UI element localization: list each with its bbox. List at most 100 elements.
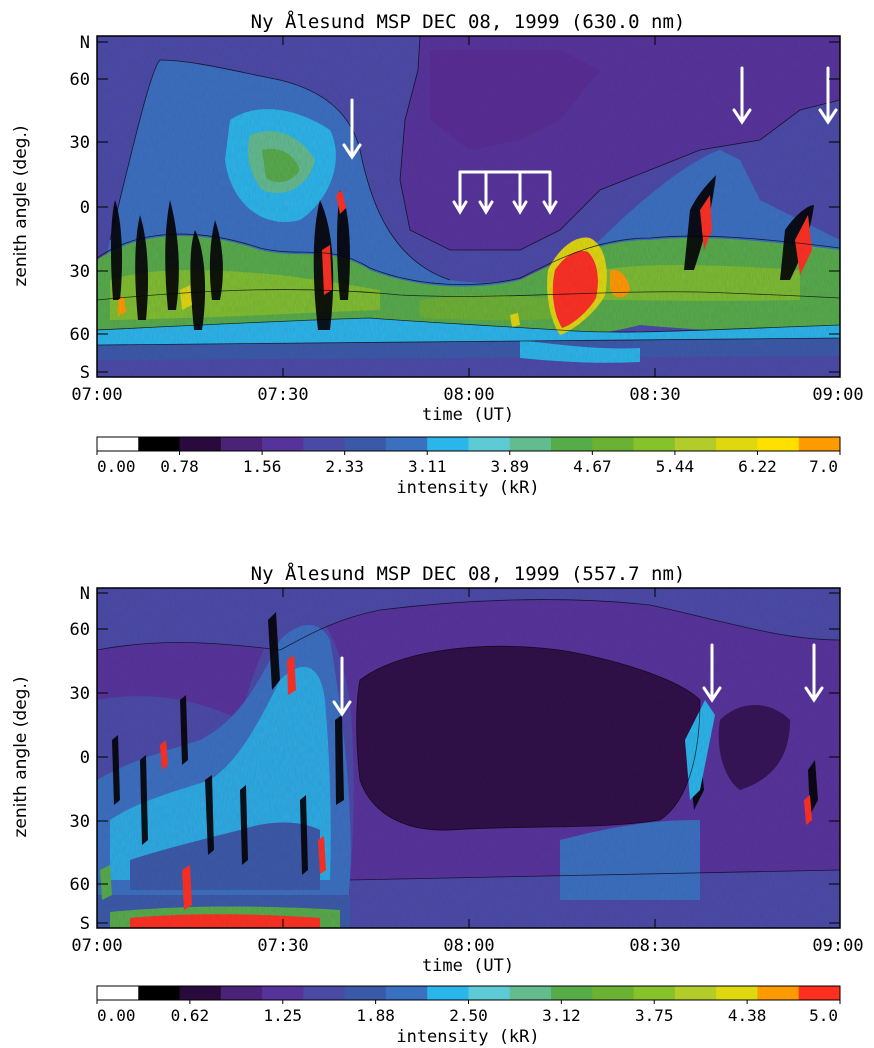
x-axis: 07:00 07:30 08:00 08:30 09:00 time (UT) [71,36,864,425]
colorbar-swatch [468,986,511,1000]
arrows-630 [342,66,838,215]
colorbar-630: 0.00 0.78 1.56 2.33 3.11 3.89 4.67 5.44 6.22 7.0 … [96,436,841,498]
colorbar-swatch [262,437,304,451]
colorbar-tick-label: 0.00 [97,457,136,476]
colorbar-swatch [592,986,635,1000]
colorbar-tick-label: 6.22 [738,457,777,476]
x-tick-label: 07:30 [257,936,308,956]
colorbar-swatch [716,986,758,1000]
colorbar-swatch [97,986,139,1000]
colorbar-swatch [303,437,346,451]
colorbar-tick-label: 2.50 [449,1006,488,1025]
colorbar-tick-label: 1.25 [263,1006,302,1025]
colorbar-swatch [757,986,800,1000]
colorbar-swatch [798,437,841,451]
x-tick-label: 08:00 [443,936,494,956]
colorbar-swatch [262,986,304,1000]
colorbar-swatch [551,437,593,451]
colorbar-swatch [427,986,469,1000]
colorbar-swatch [179,437,222,451]
y-axis-label: zenith angle (deg.) [11,676,31,837]
colorbar-swatches [97,986,841,1000]
y-tick-label: 30 [70,262,90,282]
y-tick-label: S [80,363,90,383]
colorbar-tick-label: 0.78 [160,457,199,476]
colorbar-swatches [97,437,841,451]
colorbar-swatch [220,437,263,451]
colorbar-swatch [509,437,552,451]
colorbar-swatch [633,986,676,1000]
colorbar-swatch [716,437,758,451]
x-tick-label: 07:00 [71,385,122,405]
colorbar-tick-label: 1.88 [356,1006,395,1025]
colorbar-swatch [138,986,181,1000]
y-tick-label: N [80,584,90,604]
colorbar-tick-label: 4.38 [728,1006,767,1025]
x-axis: 07:00 07:30 08:00 08:30 09:00 time (UT) [71,588,864,976]
chart-title: Ny Ålesund MSP DEC 08, 1999 (630.0 nm) [251,10,686,33]
x-axis-label: time (UT) [422,956,514,976]
colorbar-swatch [303,986,346,1000]
colorbar-swatch [509,986,552,1000]
x-tick-label: 08:30 [629,385,680,405]
arrows-557 [332,643,824,717]
heatmap-plot-area [97,36,840,377]
colorbar-swatch [385,986,428,1000]
y-tick-label: 30 [70,684,90,704]
x-tick-label: 09:00 [812,385,863,405]
colorbar-tick-label: 2.33 [325,457,364,476]
x-tick-label: 07:30 [257,385,308,405]
y-tick-label: 60 [70,325,90,345]
x-tick-label: 08:00 [443,385,494,405]
y-tick-label: 60 [70,70,90,90]
panel-557nm: Ny Ålesund MSP DEC 08, 1999 (557.7 nm) [11,562,864,1047]
colorbar-swatch [344,986,387,1000]
colorbar-tick-label: 0.62 [171,1006,210,1025]
colorbar-tick-label: 5.44 [656,457,695,476]
colorbar-tick-label: 4.67 [573,457,612,476]
colorbar-swatch [179,986,222,1000]
y-tick-label: S [80,914,90,934]
colorbar-swatch [633,437,676,451]
colorbar-swatch [674,437,717,451]
colorbar-swatch [385,437,428,451]
y-tick-label: N [80,33,90,53]
colorbar-tick-label: 5.0 [809,1006,838,1025]
y-tick-label: 30 [70,812,90,832]
colorbar-tick-label: 1.56 [243,457,282,476]
colorbar-swatch [592,437,635,451]
colorbar-swatch [220,986,263,1000]
colorbar-tick-label: 0.00 [97,1006,136,1025]
y-tick-label: 30 [70,133,90,153]
panel-630nm: Ny Ålesund MSP DEC 08, 1999 (630.0 nm) [11,10,864,498]
colorbar-557: 0.00 0.62 1.25 1.88 2.50 3.12 3.75 4.38 5.0 inte… [96,985,841,1047]
y-tick-label: 60 [70,620,90,640]
colorbar-tick-label: 3.75 [635,1006,674,1025]
colorbar-tick-label: 3.11 [408,457,447,476]
x-tick-label: 08:30 [629,936,680,956]
y-tick-label: 60 [70,875,90,895]
colorbar-swatch [344,437,387,451]
colorbar-swatch [798,986,841,1000]
heatmap-plot-area [97,588,840,928]
colorbar-swatch [97,437,139,451]
x-tick-label: 07:00 [71,936,122,956]
colorbar-swatch [138,437,181,451]
colorbar-swatch [427,437,469,451]
x-axis-label: time (UT) [422,405,514,425]
colorbar-swatch [551,986,593,1000]
colorbar-label: intensity (kR) [396,1027,539,1047]
colorbar-swatch [674,986,717,1000]
colorbar-tick-label: 3.12 [542,1006,581,1025]
chart-title: Ny Ålesund MSP DEC 08, 1999 (557.7 nm) [251,562,686,585]
colorbar-swatch [757,437,800,451]
colorbar-tick-label: 7.0 [809,457,838,476]
colorbar-label: intensity (kR) [396,478,539,498]
colorbar-swatch [468,437,511,451]
y-axis: N 60 30 0 30 60 S zenith angle (deg.) [11,584,840,934]
colorbar-tick-label: 3.89 [491,457,530,476]
x-tick-label: 09:00 [812,936,863,956]
y-tick-label: 0 [80,748,90,768]
y-tick-label: 0 [80,198,90,218]
y-axis-label: zenith angle (deg.) [11,125,31,286]
